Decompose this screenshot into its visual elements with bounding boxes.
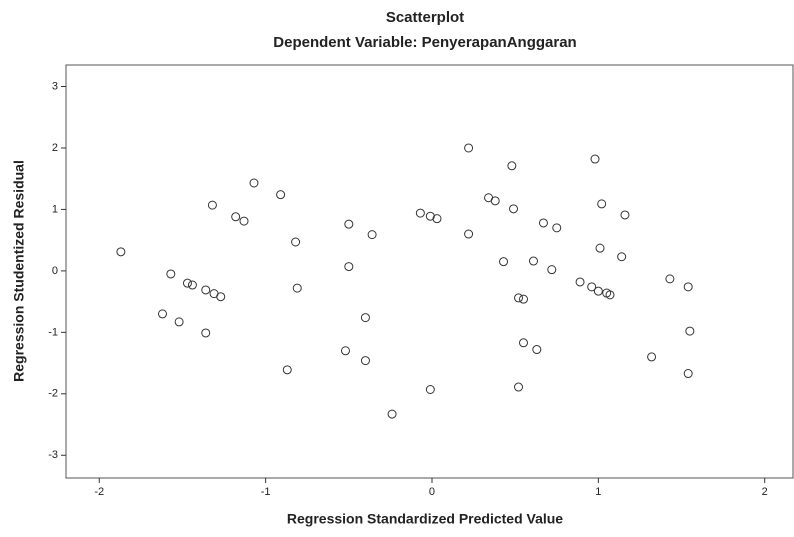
- y-tick-label: 2: [52, 142, 58, 154]
- x-tick-label: 1: [595, 486, 601, 498]
- y-tick-label: 0: [52, 265, 58, 277]
- plot-area: [66, 65, 793, 478]
- y-tick-label: -1: [48, 326, 58, 338]
- y-tick-label: -2: [48, 388, 58, 400]
- chart: Scatterplot Dependent Variable: Penyerap…: [0, 0, 794, 532]
- y-tick-label: 3: [52, 80, 58, 92]
- y-axis-title: Regression Studentized Residual: [11, 160, 27, 382]
- x-tick-label: 2: [762, 486, 768, 498]
- x-tick-label: 0: [429, 486, 435, 498]
- x-tick-label: -1: [261, 486, 271, 498]
- x-tick-label: -2: [94, 486, 104, 498]
- y-tick-label: -3: [48, 449, 58, 461]
- chart-subtitle: Dependent Variable: PenyerapanAnggaran: [273, 34, 576, 51]
- y-tick-label: 1: [52, 203, 58, 215]
- chart-title: Scatterplot: [386, 9, 464, 26]
- x-axis-title: Regression Standardized Predicted Value: [287, 511, 563, 527]
